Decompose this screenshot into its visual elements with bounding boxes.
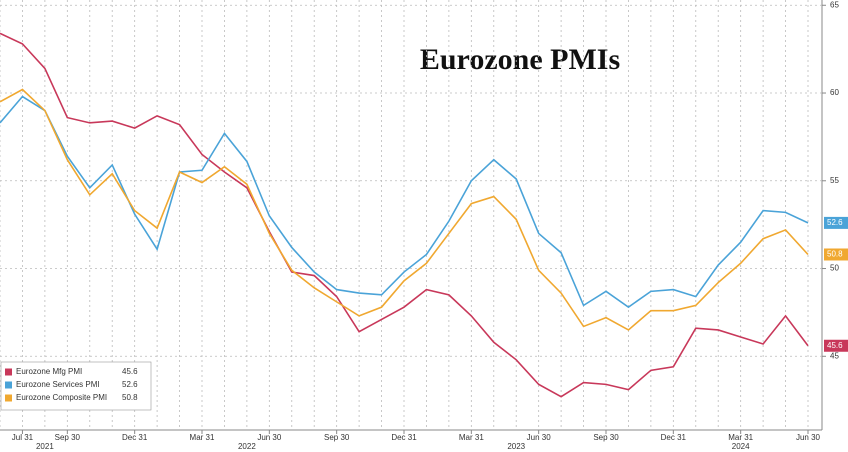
legend-value: 45.6	[122, 367, 138, 376]
legend-label: Eurozone Services PMI	[16, 380, 100, 389]
legend-value: 52.6	[122, 380, 138, 389]
end-label: 52.6	[824, 216, 848, 229]
x-year-label: 2022	[238, 442, 256, 451]
end-label-box	[824, 216, 848, 229]
end-label-box	[824, 248, 848, 261]
legend-label: Eurozone Composite PMI	[16, 393, 107, 402]
x-year-label: 2024	[732, 442, 750, 451]
end-label-box	[824, 339, 848, 352]
legend-swatch	[5, 394, 12, 402]
x-tick-label: Mar 31	[728, 433, 753, 442]
legend-swatch	[5, 368, 12, 376]
x-tick-label: Jun 30	[527, 433, 552, 442]
legend-value: 50.8	[122, 393, 138, 402]
y-tick-label: 60	[830, 88, 839, 97]
legend-label: Eurozone Mfg PMI	[16, 367, 82, 376]
end-label-text: 52.6	[827, 218, 843, 227]
y-tick-label: 45	[830, 351, 839, 360]
legend-box	[0, 361, 152, 411]
chart-title: Eurozone PMIs	[420, 43, 620, 76]
end-label: 50.8	[824, 248, 848, 261]
x-tick-label: Mar 31	[459, 433, 484, 442]
series-line	[0, 32, 809, 398]
x-tick-label: Sep 30	[593, 433, 619, 442]
series-line	[0, 88, 809, 331]
x-year-label: 2021	[36, 442, 54, 451]
x-tick-label: Mar 31	[190, 433, 215, 442]
x-tick-label: Jun 30	[796, 433, 821, 442]
y-tick-label: 50	[830, 264, 839, 273]
x-tick-label: Jun 30	[257, 433, 282, 442]
x-tick-label: Dec 31	[391, 433, 417, 442]
x-tick-label: Jul 31	[12, 433, 34, 442]
x-tick-label: Dec 31	[661, 433, 687, 442]
legend: Eurozone Mfg PMI 45.6 Eurozone Services PM…	[0, 361, 152, 411]
x-tick-label: Sep 30	[324, 433, 350, 442]
x-tick-label: Sep 30	[55, 433, 81, 442]
end-label-text: 45.6	[827, 341, 843, 350]
y-tick-label: 55	[830, 176, 839, 185]
series-line	[0, 95, 809, 309]
x-year-label: 2023	[507, 442, 525, 451]
end-label-text: 50.8	[827, 250, 843, 259]
x-tick-label: Dec 31	[122, 433, 148, 442]
end-label: 45.6	[824, 339, 848, 352]
y-tick-label: 65	[830, 0, 839, 9]
legend-swatch	[5, 381, 12, 389]
